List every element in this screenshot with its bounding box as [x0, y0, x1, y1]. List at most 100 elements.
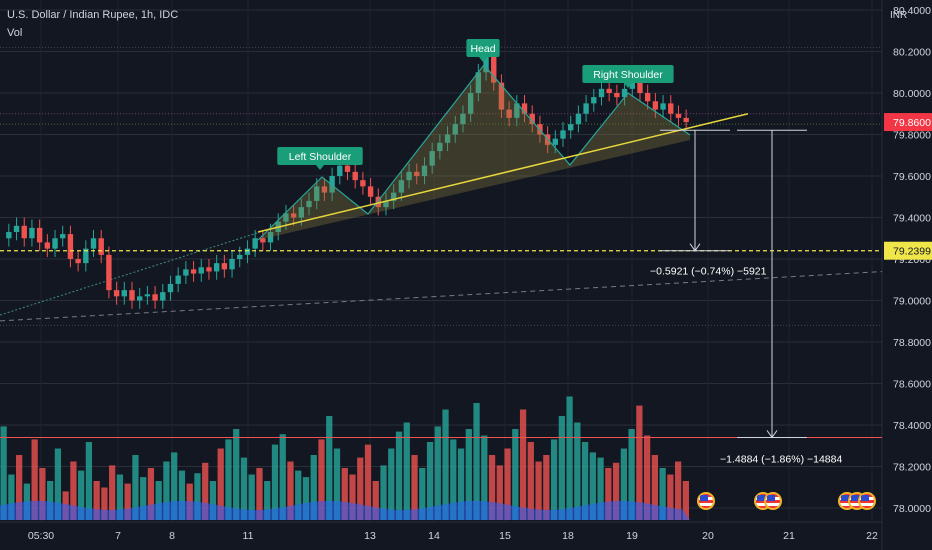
volume-bar: [388, 448, 395, 520]
us-flag-icon[interactable]: [858, 492, 876, 510]
y-tick-label: 80.2000: [893, 47, 931, 59]
pattern-label: Right Shoulder: [593, 69, 663, 81]
volume-bar: [465, 429, 472, 520]
candle-body: [306, 200, 312, 208]
candle-body: [352, 171, 358, 181]
candle-body: [44, 242, 51, 249]
y-tick-label: 79.0000: [893, 296, 931, 308]
candle-body: [221, 263, 228, 270]
volume-bar: [574, 422, 581, 520]
candle-body: [529, 113, 535, 125]
candle-body: [483, 55, 489, 73]
candle-body: [75, 259, 81, 264]
volume-bar: [326, 416, 333, 520]
candle-body: [152, 294, 158, 301]
y-tick-label: 79.4000: [893, 213, 931, 225]
candle-body: [136, 296, 143, 301]
candle-body: [321, 186, 328, 193]
candle-body: [498, 82, 505, 110]
volume-bar: [628, 429, 635, 520]
event-flag-icons[interactable]: [838, 492, 876, 516]
volume-bar: [527, 442, 534, 520]
x-tick-label: 21: [783, 530, 795, 542]
x-tick-label: 20: [702, 530, 714, 542]
candle-body: [514, 103, 520, 118]
volume-bar: [132, 455, 139, 520]
x-tick-label: 15: [499, 530, 511, 542]
candle-body: [29, 227, 35, 239]
target-price-label: 79.2399: [893, 246, 931, 258]
candle-body: [198, 267, 204, 274]
volume-bar: [333, 448, 341, 520]
volume-bar: [581, 442, 589, 520]
pattern-label-pointer: [316, 165, 324, 170]
volume-bar: [271, 444, 279, 520]
x-tick-label: 14: [428, 530, 440, 542]
volume-bar: [109, 465, 116, 520]
candle-body: [190, 269, 197, 274]
volume-bar: [357, 457, 364, 520]
pattern-label-pointer: [479, 57, 487, 62]
candle-body: [244, 248, 251, 255]
candle-body: [398, 180, 405, 193]
volume-bar: [225, 439, 232, 520]
candle-body: [452, 124, 458, 135]
candle-body: [644, 93, 651, 102]
volume-bar: [93, 481, 100, 520]
candle-body: [560, 130, 566, 139]
us-flag-icon[interactable]: [764, 492, 782, 510]
y-tick-label: 80.4000: [893, 5, 931, 17]
volume-bar: [147, 468, 155, 520]
event-flag-icons[interactable]: [697, 492, 715, 516]
measurement-label: −0.5921 (−0.74%) −5921: [650, 266, 767, 278]
volume-bar: [349, 474, 356, 520]
volume-bar: [426, 442, 434, 520]
volume-bar: [550, 439, 558, 520]
volume-bar: [0, 426, 7, 520]
event-flag-icons[interactable]: [754, 492, 782, 516]
volume-bar: [54, 448, 62, 520]
pattern-fill: [258, 65, 690, 240]
volume-bar: [442, 409, 449, 520]
candle-body: [637, 82, 643, 93]
candle-body: [106, 254, 112, 291]
candle-body: [314, 186, 320, 201]
volume-bar: [194, 473, 201, 520]
candle-body: [237, 254, 243, 259]
volume-bar: [504, 448, 511, 520]
candle-body: [52, 238, 58, 249]
us-flag-icon[interactable]: [697, 492, 715, 510]
volume-bar: [496, 465, 503, 520]
currency-label: INR: [890, 10, 908, 21]
symbol-title: U.S. Dollar / Indian Rupee, 1h, IDC: [7, 9, 179, 21]
volume-bar: [8, 474, 15, 520]
candle-body: [652, 101, 659, 110]
candle-body: [375, 196, 381, 208]
candle-body: [660, 103, 666, 110]
volume-bar: [116, 474, 124, 520]
volume-bar: [682, 481, 689, 520]
candle-body: [429, 151, 435, 166]
candle-body: [206, 267, 212, 272]
volume-bar: [217, 448, 224, 520]
candle-body: [360, 180, 366, 187]
candle-body: [675, 113, 682, 118]
candle-body: [160, 292, 166, 301]
candle-body: [167, 283, 174, 293]
volume-bar: [667, 474, 674, 520]
volume-bar: [233, 429, 240, 520]
candle-body: [568, 124, 574, 131]
y-tick-label: 78.6000: [893, 379, 931, 391]
candle-body: [467, 93, 474, 114]
candle-body: [83, 248, 89, 264]
candle-body: [629, 82, 635, 89]
candle-body: [213, 263, 220, 272]
candle-body: [260, 238, 266, 243]
trend-dash-line: [0, 271, 883, 322]
volume-indicator-label: Vol: [7, 27, 23, 39]
candle-body: [290, 213, 297, 218]
volume-bar: [155, 481, 162, 520]
volume-bar: [488, 455, 496, 520]
volume-bar: [419, 468, 426, 520]
